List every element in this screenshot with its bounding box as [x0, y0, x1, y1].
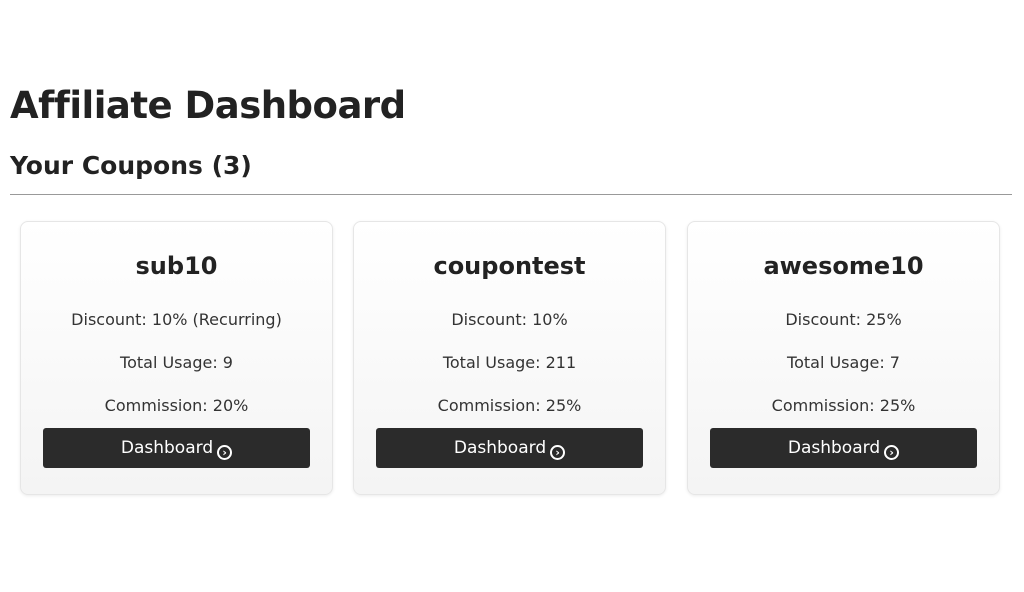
coupon-code: sub10 [135, 252, 218, 280]
dashboard-button[interactable]: Dashboard › [43, 428, 310, 468]
button-label: Dashboard [787, 438, 881, 458]
coupon-code: coupontest [433, 252, 586, 280]
coupon-commission: Commission: 20% [104, 396, 249, 415]
coupons-heading: Your Coupons (3) [10, 151, 252, 180]
divider [10, 194, 1012, 195]
coupon-commission: Commission: 25% [437, 396, 582, 415]
button-label: Dashboard [120, 438, 214, 458]
arrow-circle-right-icon: › [884, 445, 900, 460]
coupon-commission: Commission: 25% [771, 396, 916, 415]
coupon-code: awesome10 [763, 252, 924, 280]
coupon-card: awesome10 Discount: 25% Total Usage: 7 C… [687, 221, 1000, 495]
arrow-circle-right-icon: › [217, 445, 233, 460]
dashboard-button[interactable]: Dashboard › [710, 428, 977, 468]
coupon-usage: Total Usage: 7 [787, 353, 900, 372]
coupon-discount: Discount: 25% [785, 310, 902, 329]
coupon-card: coupontest Discount: 10% Total Usage: 21… [353, 221, 666, 495]
coupon-usage: Total Usage: 211 [442, 353, 577, 372]
coupon-card: sub10 Discount: 10% (Recurring) Total Us… [20, 221, 333, 495]
dashboard-button[interactable]: Dashboard › [376, 428, 643, 468]
arrow-circle-right-icon: › [550, 445, 566, 460]
coupon-usage: Total Usage: 9 [120, 353, 233, 372]
coupon-discount: Discount: 10% (Recurring) [71, 310, 282, 329]
coupon-discount: Discount: 10% [451, 310, 568, 329]
button-label: Dashboard [453, 438, 547, 458]
page-title: Affiliate Dashboard [10, 84, 406, 127]
